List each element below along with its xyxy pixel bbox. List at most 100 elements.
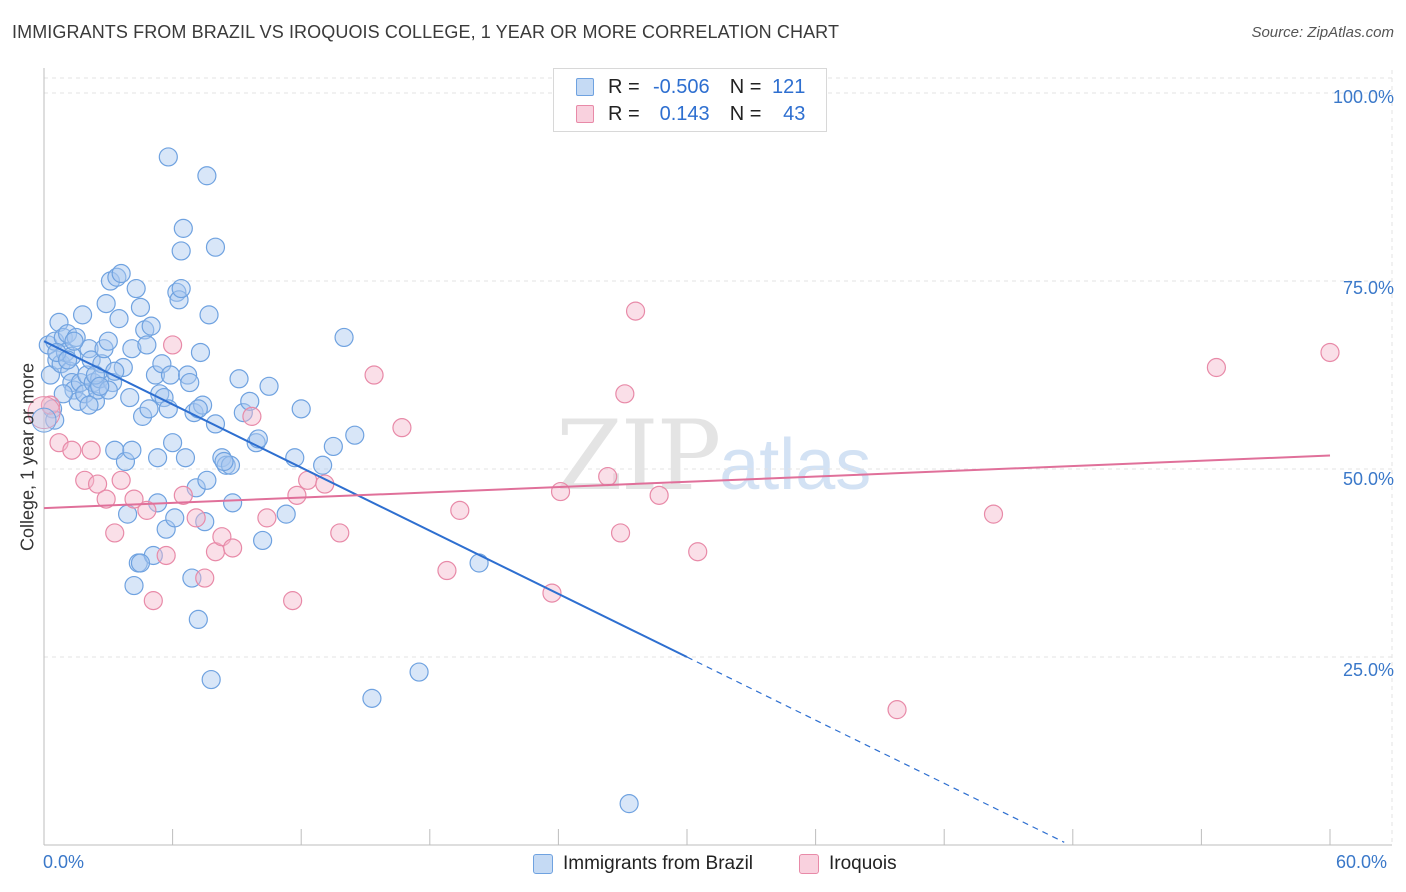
data-point-iroquois	[598, 466, 618, 487]
data-point-brazil	[362, 688, 382, 708]
data-point-brazil	[72, 305, 93, 325]
data-point-iroquois	[195, 568, 215, 588]
data-point-brazil	[141, 316, 161, 336]
data-point-brazil	[171, 278, 191, 299]
trend-line-brazil-extrapolated	[686, 656, 1065, 843]
trend-line-brazil	[43, 340, 688, 658]
data-point-brazil	[147, 448, 168, 468]
data-point-iroquois	[625, 301, 646, 321]
data-point-iroquois	[137, 500, 157, 520]
data-point-brazil	[276, 504, 296, 524]
data-point-iroquois	[81, 440, 101, 460]
data-point-brazil	[313, 455, 333, 475]
data-point-brazil	[323, 436, 343, 457]
data-point-brazil	[132, 406, 153, 426]
data-point-brazil	[619, 794, 639, 814]
watermark: ZIPatlas	[556, 400, 871, 512]
data-point-brazil	[98, 331, 118, 351]
data-point-brazil	[165, 508, 185, 528]
data-point-brazil	[291, 399, 311, 419]
data-point-brazil	[188, 609, 208, 630]
data-point-brazil	[158, 147, 178, 167]
legend-r-label: R =	[608, 75, 640, 98]
data-point-brazil	[345, 425, 365, 445]
data-point-brazil	[171, 241, 191, 261]
data-point-brazil	[126, 278, 146, 299]
data-point-iroquois	[283, 591, 303, 611]
data-point-brazil	[124, 575, 144, 596]
y-tick-label-25: 25.0%	[1342, 660, 1394, 680]
data-point-iroquois	[450, 500, 470, 520]
legend-row-iroquois: R = 0.143 N = 43	[576, 101, 805, 127]
y-tick-label-50: 50.0%	[1342, 469, 1394, 489]
data-point-brazil	[68, 391, 88, 411]
data-point-iroquois	[364, 365, 384, 385]
data-point-iroquois	[105, 523, 125, 543]
data-point-iroquois-cluster	[27, 396, 61, 430]
legend-row-brazil: R = -0.506 N = 121	[576, 74, 805, 100]
data-point-brazil	[178, 365, 198, 385]
data-point-brazil	[229, 369, 249, 389]
data-point-iroquois	[437, 560, 457, 581]
legend-n-value-brazil: 121	[772, 75, 806, 98]
data-point-brazil	[190, 342, 211, 363]
x-tick-label-min: 0.0%	[43, 852, 85, 872]
data-point-brazil	[90, 376, 110, 396]
data-point-iroquois	[223, 538, 243, 558]
data-point-brazil	[201, 669, 221, 690]
data-point-brazil	[223, 493, 243, 513]
legend-r-label: R =	[608, 102, 640, 125]
data-point-brazil	[214, 451, 234, 472]
data-point-iroquois	[1320, 342, 1340, 363]
data-point-brazil	[160, 365, 181, 385]
data-point-iroquois	[75, 470, 95, 490]
data-point-brazil	[253, 530, 273, 551]
data-point-iroquois	[156, 545, 176, 566]
data-point-brazil	[163, 433, 183, 453]
data-point-brazil	[105, 361, 125, 381]
data-point-brazil	[188, 399, 208, 419]
legend-swatch-iroquois	[576, 105, 594, 123]
data-point-iroquois	[186, 508, 206, 528]
data-point-brazil-cluster	[31, 407, 57, 433]
grid-lines	[44, 70, 1393, 845]
data-point-brazil	[205, 414, 226, 434]
data-point-brazil	[197, 166, 217, 186]
data-point-brazil	[130, 553, 151, 573]
legend-n-label: N =	[729, 75, 762, 98]
data-point-iroquois	[163, 335, 183, 355]
bottom-legend-label-iroquois: Iroquois	[829, 853, 897, 874]
y-tick-label-75: 75.0%	[1342, 278, 1394, 298]
data-point-iroquois	[610, 523, 631, 543]
data-point-iroquois	[550, 481, 571, 502]
data-point-iroquois	[392, 418, 412, 438]
x-tick-label-max: 60.0%	[1336, 852, 1388, 872]
data-point-brazil	[120, 387, 140, 408]
watermark-atlas: atlas	[719, 425, 872, 505]
data-point-iroquois	[111, 470, 131, 490]
data-point-brazil	[240, 391, 260, 411]
data-point-brazil	[64, 331, 84, 351]
data-point-brazil	[205, 237, 226, 257]
bottom-legend-iroquois: Iroquois	[799, 852, 897, 876]
bottom-legend-swatch-brazil	[533, 854, 553, 874]
data-point-iroquois	[1206, 357, 1227, 378]
data-point-iroquois	[315, 474, 335, 494]
legend-r-value-iroquois: 0.143	[659, 102, 710, 125]
data-point-brazil	[175, 448, 196, 468]
data-point-iroquois	[649, 485, 669, 505]
data-point-brazil	[469, 553, 489, 573]
data-point-brazil	[173, 218, 193, 238]
data-point-iroquois	[87, 474, 108, 494]
data-point-brazil	[79, 395, 99, 415]
y-axis-label: College, 1 year or more	[17, 362, 38, 552]
data-point-brazil	[122, 440, 142, 460]
legend-n-label: N =	[729, 102, 762, 125]
data-point-brazil	[130, 297, 151, 317]
data-point-iroquois	[242, 406, 262, 426]
data-point-brazil	[96, 293, 116, 314]
data-point-iroquois	[173, 485, 193, 505]
data-point-iroquois	[62, 440, 82, 460]
data-point-iroquois	[257, 508, 277, 528]
